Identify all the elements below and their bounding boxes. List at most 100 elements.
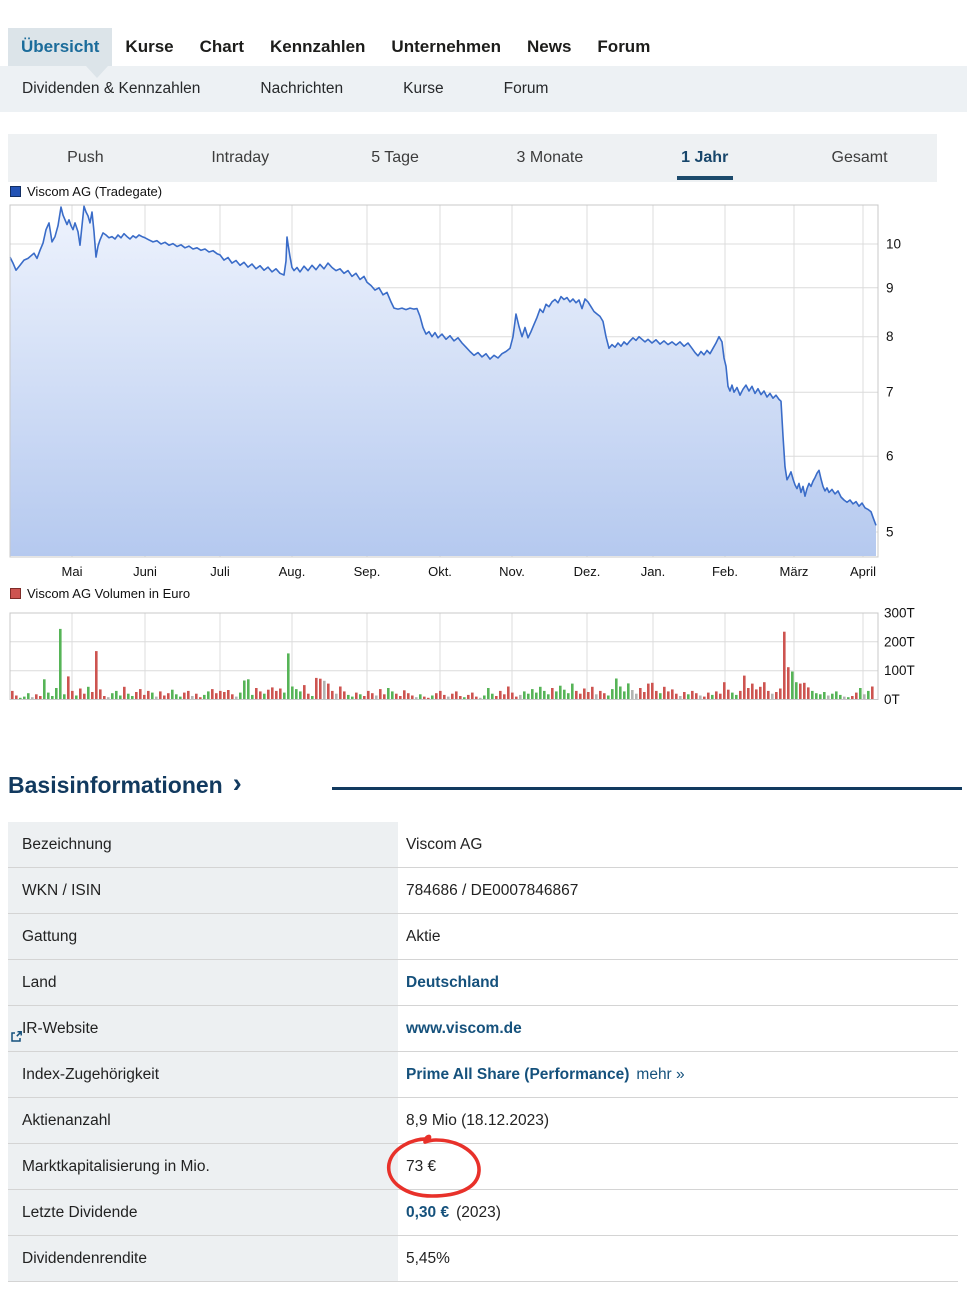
svg-text:6: 6 [886,449,894,464]
svg-text:Feb.: Feb. [712,564,738,579]
row-label: Aktienanzahl [8,1098,398,1143]
period-tab-push[interactable]: Push [67,149,104,166]
period-tab-intraday[interactable]: Intraday [211,149,270,166]
value-link[interactable]: Deutschland [406,973,500,991]
subnav-item-kurse[interactable]: Kurse [403,80,444,97]
legend-square-blue-icon [10,186,21,197]
table-row: IR-Website www.viscom.de [8,1006,958,1052]
row-value: 5,45% [398,1236,958,1281]
chevron-right-icon[interactable]: › [232,768,242,798]
active-tab-notch [86,66,108,78]
row-value: 784686 / DE0007846867 [398,868,958,913]
heading-rule [332,787,962,790]
svg-text:März: März [780,564,809,579]
sub-nav: Dividenden & Kennzahlen Nachrichten Kurse F… [0,66,967,112]
nav-tab-chart[interactable]: Chart [199,37,245,56]
table-row: Gattung Aktie [8,914,958,960]
basis-info-table: Bezeichnung Viscom AG WKN / ISIN 784686 / D… [8,822,958,1282]
svg-text:200T: 200T [884,634,915,649]
period-tab-1-jahr[interactable]: 1 Jahr [627,134,782,182]
row-value: Prime All Share (Performance) mehr » [398,1052,958,1097]
row-value: 0,30 € (2023) [398,1190,958,1235]
value-link[interactable]: mehr » [636,1065,685,1083]
svg-text:0T: 0T [884,692,900,707]
row-label: Dividendenrendite [8,1236,398,1281]
section-heading: Basisinformationen › [8,768,242,801]
volume-chart-legend: Viscom AG Volumen in Euro [10,586,190,601]
hand-drawn-circle-annotation [387,1134,481,1198]
row-value: Aktie [398,914,958,959]
nav-tab-kurse[interactable]: Kurse [125,37,174,56]
svg-text:Nov.: Nov. [499,564,525,579]
period-tab-gesamt[interactable]: Gesamt [831,149,888,166]
value-text: 784686 / DE0007846867 [406,881,579,899]
table-row: Land Deutschland [8,960,958,1006]
svg-text:100T: 100T [884,663,915,678]
period-tab-3-monate[interactable]: 3 Monate [516,149,584,166]
svg-text:Aug.: Aug. [279,564,306,579]
subnav-item-nachrichten[interactable]: Nachrichten [260,80,344,97]
row-label: Index-Zugehörigkeit [8,1052,398,1097]
row-label: WKN / ISIN [8,868,398,913]
section-title: Basisinformationen [8,772,223,798]
table-row: Index-Zugehörigkeit Prime All Share (Perf… [8,1052,958,1098]
row-label: Letzte Dividende [8,1190,398,1235]
value-link[interactable]: www.viscom.de [406,1019,522,1037]
row-value: www.viscom.de [11,1006,958,1051]
row-value: Deutschland [398,960,958,1005]
nav-tab-news[interactable]: News [527,37,572,56]
svg-text:10: 10 [886,237,901,252]
chart-period-bar: Push Intraday 5 Tage 3 Monate 1 Jahr Gesamt [8,134,937,182]
nav-tab--bersicht[interactable]: Übersicht [8,28,113,66]
value-link[interactable]: 0,30 € [406,1203,450,1221]
nav-tab-kennzahlen[interactable]: Kennzahlen [270,37,366,56]
value-link[interactable]: Prime All Share (Performance) [406,1065,630,1083]
price-legend-label: Viscom AG (Tradegate) [27,184,163,199]
row-label: Gattung [8,914,398,959]
value-text: 73 € [406,1157,437,1175]
value-text: (2023) [456,1203,501,1221]
table-row: Marktkapitalisierung in Mio. 73 € [8,1144,958,1190]
svg-text:5: 5 [886,525,894,540]
volume-chart: 300T 200T 100T 0T [9,606,915,707]
svg-text:Juni: Juni [133,564,157,579]
subnav-item-dividenden-kennzahlen[interactable]: Dividenden & Kennzahlen [22,80,201,97]
external-link-icon [11,1030,22,1042]
legend-square-red-icon [10,588,21,599]
main-nav: Übersicht Kurse Chart Kennzahlen Unternehmen… [8,28,663,66]
svg-text:Juli: Juli [210,564,230,579]
row-label: Marktkapitalisierung in Mio. [8,1144,398,1189]
svg-text:Jan.: Jan. [641,564,666,579]
svg-text:Okt.: Okt. [428,564,452,579]
table-row: Bezeichnung Viscom AG [8,822,958,868]
svg-text:Dez.: Dez. [574,564,601,579]
period-tab-5-tage[interactable]: 5 Tage [371,149,419,166]
table-row: Letzte Dividende 0,30 € (2023) [8,1190,958,1236]
svg-text:9: 9 [886,280,894,295]
row-label: IR-Website [8,1006,398,1051]
row-label: Bezeichnung [8,822,398,867]
volume-legend-label: Viscom AG Volumen in Euro [27,586,191,601]
row-value: 8,9 Mio (18.12.2023) [398,1098,958,1143]
svg-text:Mai: Mai [62,564,83,579]
svg-text:April: April [850,564,876,579]
svg-text:Sep.: Sep. [354,564,381,579]
nav-tab-unternehmen[interactable]: Unternehmen [391,37,501,56]
nav-tab-forum[interactable]: Forum [597,37,651,56]
price-chart: 10 9 8 7 6 5 Mai Juni Juli Aug. Sep. Okt. Nov. Dez. Ja… [9,204,901,579]
value-text: Viscom AG [406,835,483,853]
price-chart-legend: Viscom AG (Tradegate) [10,184,162,199]
table-row: Aktienanzahl 8,9 Mio (18.12.2023) [8,1098,958,1144]
value-text: Aktie [406,927,441,945]
table-row: WKN / ISIN 784686 / DE0007846867 [8,868,958,914]
svg-text:7: 7 [886,385,894,400]
svg-text:8: 8 [886,329,894,344]
subnav-item-forum[interactable]: Forum [503,80,549,97]
table-row: Dividendenrendite 5,45% [8,1236,958,1282]
value-text: 8,9 Mio (18.12.2023) [406,1111,550,1129]
svg-text:300T: 300T [884,606,915,621]
row-value: 73 € [398,1144,958,1189]
row-label: Land [8,960,398,1005]
value-text: 5,45% [406,1249,450,1267]
row-value: Viscom AG [398,822,958,867]
